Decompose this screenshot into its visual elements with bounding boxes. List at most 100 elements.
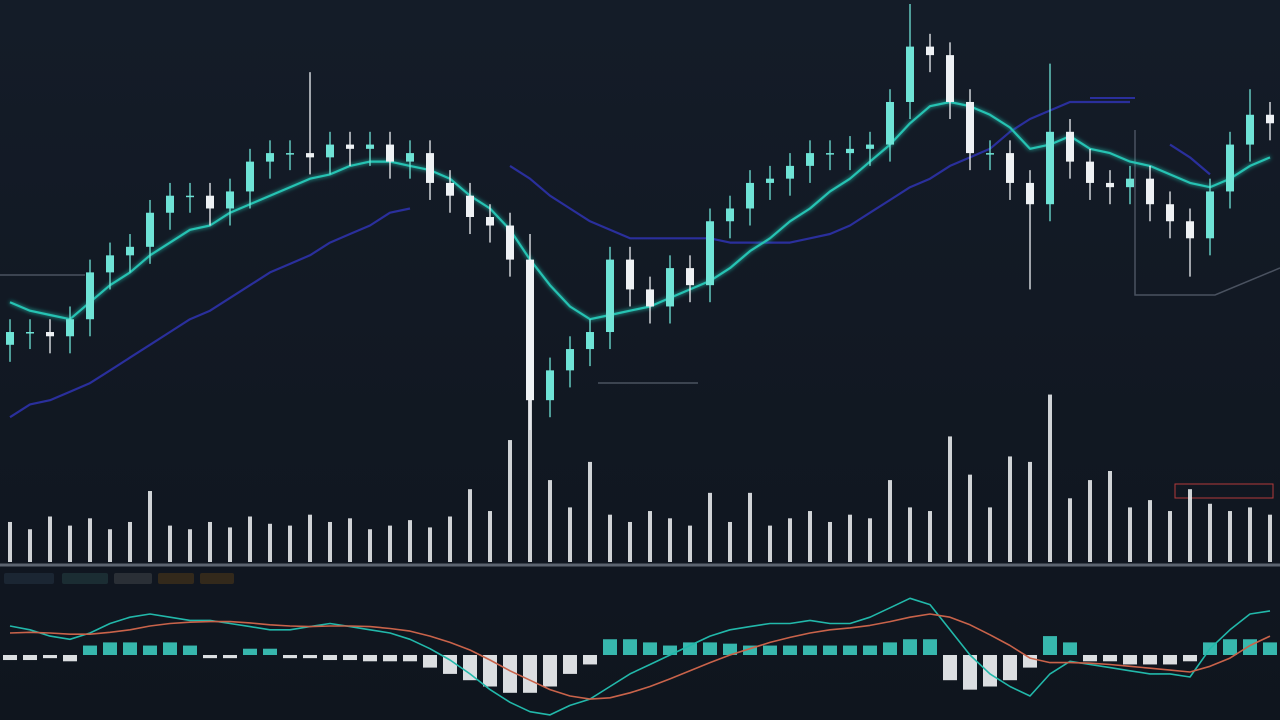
volume-bar [788,518,792,562]
volume-bar [388,525,392,562]
candle-body [246,161,254,192]
macd-histogram-bar [203,655,217,659]
candle-body [346,144,354,149]
macd-histogram-bar [883,642,897,655]
macd-histogram-bar [643,642,657,655]
volume-bar [548,480,552,562]
candle-body [726,208,734,222]
candle-body [566,349,574,371]
volume-bar [868,518,872,562]
macd-histogram-bar [703,642,717,655]
volume-bar [768,525,772,562]
volume-bar [1068,498,1072,562]
macd-histogram-bar [163,642,177,655]
macd-histogram-bar [283,655,297,659]
macd-histogram-bar [1063,642,1077,655]
candle-body [786,165,794,179]
candle-body [146,212,154,247]
volume-bar [128,521,132,562]
macd-histogram-bar [23,655,37,661]
candle-body [626,259,634,290]
macd-histogram-bar [563,655,577,674]
macd-line [9,613,1271,700]
volume-bar [808,511,812,562]
volume-bar [428,527,432,562]
volume-bar [188,529,192,562]
macd-histogram-bar [3,655,17,661]
candle-body [1166,204,1174,222]
candle-body [946,55,954,102]
legend-chip [158,573,194,584]
macd-histogram-bar [903,639,917,655]
candle-body [906,46,914,102]
volume-bar [688,525,692,562]
volume-bar [608,514,612,562]
volume-bar [1228,511,1232,562]
macd-histogram-bar [963,655,977,690]
candle-body [206,195,214,209]
candle-body [6,332,14,345]
candle-body [1266,114,1274,124]
volume-bar [1008,456,1012,562]
candle-body [1006,153,1014,183]
candle-body [886,101,894,145]
macd-histogram-bar [983,655,997,687]
macd-histogram-bar [543,655,557,687]
volume-bar [1248,507,1252,562]
volume-bar [628,521,632,562]
legend-chip [114,573,152,584]
macd-histogram-bar [123,642,137,655]
volume-bar [708,492,712,562]
macd-histogram-bar [663,645,677,655]
candle-body [606,259,614,333]
volume-bar [488,511,492,562]
candle-body [1246,114,1254,145]
volume-bar [1048,394,1052,562]
candle-body [1186,221,1194,239]
macd-histogram-bar [1143,655,1157,665]
candle-body [966,101,974,154]
macd-histogram-bar [863,645,877,655]
moving-average-line [9,100,1271,321]
volume-bar [1148,500,1152,562]
macd-histogram-bar [923,639,937,655]
candle-body [226,191,234,209]
volume-bar [728,521,732,562]
macd-histogram-bar [263,648,277,655]
candle-body [266,153,274,162]
macd-histogram-bar [443,655,457,674]
volume-bar [8,521,12,562]
candle-body [66,319,74,337]
candle-body [126,246,134,256]
macd-histogram-bar [1163,655,1177,665]
macd-histogram-bar [483,655,497,687]
volume-bar [148,491,152,562]
candle-body [366,144,374,149]
macd-histogram-bar [403,655,417,662]
macd-histogram-bar [723,643,737,655]
macd-histogram-bar [1243,639,1257,655]
volume-bar [168,525,172,562]
volume-bar [668,518,672,562]
macd-histogram-bar [243,648,257,655]
candle-body [506,225,514,260]
volume-bar [528,394,532,562]
macd-histogram-bar [383,655,397,662]
candle-body [386,144,394,162]
candle-body [186,195,194,198]
macd-histogram-bar [1083,655,1097,662]
macd-histogram-bar [943,655,957,681]
candle-body [446,182,454,196]
candle-body [46,332,54,337]
macd-histogram-bar [1043,636,1057,655]
volume-bar [1208,503,1212,562]
volume-bar [268,523,272,562]
candle-body [746,182,754,209]
candle-body [426,153,434,183]
macd-histogram-bar [583,655,597,665]
volume-bar [648,511,652,562]
volume-bar [748,492,752,562]
candle-body [546,370,554,401]
macd-histogram-bar [323,655,337,661]
volume-bar [508,440,512,562]
